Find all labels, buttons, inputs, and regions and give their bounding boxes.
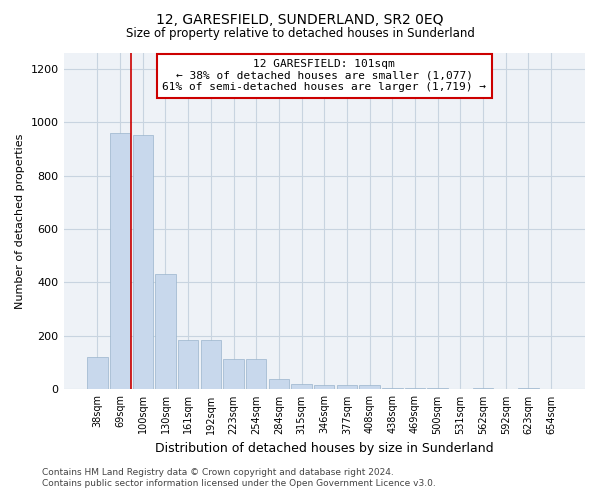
X-axis label: Distribution of detached houses by size in Sunderland: Distribution of detached houses by size …: [155, 442, 494, 455]
Bar: [382, 388, 403, 390]
Bar: [223, 358, 244, 390]
Bar: [87, 358, 107, 390]
Bar: [110, 132, 130, 390]
Bar: [337, 386, 357, 390]
Text: Contains HM Land Registry data © Crown copyright and database right 2024.
Contai: Contains HM Land Registry data © Crown c…: [42, 468, 436, 487]
Bar: [292, 384, 312, 390]
Y-axis label: Number of detached properties: Number of detached properties: [15, 134, 25, 308]
Text: 12, GARESFIELD, SUNDERLAND, SR2 0EQ: 12, GARESFIELD, SUNDERLAND, SR2 0EQ: [156, 12, 444, 26]
Bar: [246, 358, 266, 390]
Bar: [518, 388, 539, 390]
Bar: [133, 136, 153, 390]
Bar: [427, 388, 448, 390]
Bar: [359, 386, 380, 390]
Bar: [200, 340, 221, 390]
Bar: [178, 340, 199, 390]
Bar: [473, 388, 493, 390]
Bar: [314, 386, 334, 390]
Bar: [405, 388, 425, 390]
Bar: [269, 378, 289, 390]
Bar: [155, 274, 176, 390]
Text: 12 GARESFIELD: 101sqm
← 38% of detached houses are smaller (1,077)
61% of semi-d: 12 GARESFIELD: 101sqm ← 38% of detached …: [162, 59, 486, 92]
Text: Size of property relative to detached houses in Sunderland: Size of property relative to detached ho…: [125, 28, 475, 40]
